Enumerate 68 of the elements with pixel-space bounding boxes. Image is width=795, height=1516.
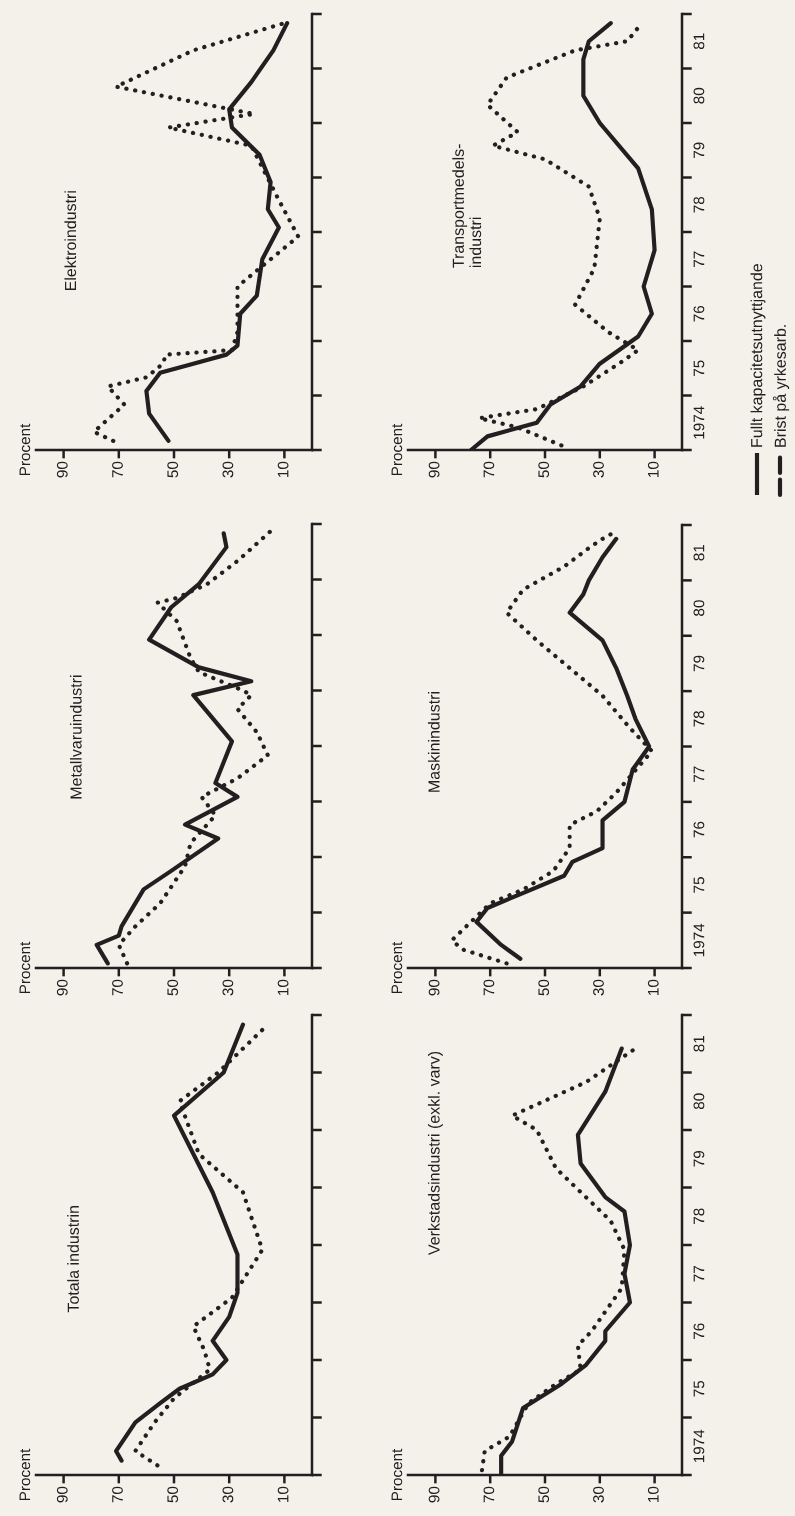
y-axis-title: Procent — [19, 423, 31, 476]
x-tick-label: 90 — [56, 461, 68, 478]
y-tick-label: 77 — [693, 1266, 705, 1282]
y-tick-label: 76 — [693, 821, 705, 838]
y-tick-label: 1974 — [693, 1429, 705, 1463]
x-tick-label: 10 — [277, 461, 289, 477]
y-tick-label: 78 — [693, 196, 705, 213]
y-tick-label: 1974 — [693, 923, 705, 957]
x-tick-label: 70 — [112, 979, 123, 996]
y-tick-label: 81 — [693, 544, 705, 561]
y-axis-title: Procent — [19, 941, 31, 994]
x-tick-label: 90 — [428, 1486, 440, 1503]
x-tick-label: 50 — [167, 1486, 179, 1503]
y-tick-label: 81 — [693, 1036, 705, 1052]
text: Fullt kapacitetsutnyttjande — [750, 264, 766, 447]
y-tick-label: 79 — [693, 655, 705, 672]
x-tick-label: 30 — [222, 461, 234, 478]
x-tick-label: 70 — [483, 1486, 495, 1503]
y-tick-label: 76 — [693, 1323, 705, 1339]
y-tick-label: 75 — [693, 360, 705, 376]
text: Elektroindustri — [64, 191, 77, 291]
x-tick-label: 70 — [112, 1486, 123, 1503]
y-tick-label: 75 — [693, 1380, 705, 1397]
text: Brist på yrkesarb. — [772, 325, 790, 447]
y-tick-label: 77 — [693, 251, 705, 267]
y-tick-label: 1974 — [693, 406, 705, 439]
x-tick-label: 50 — [538, 979, 550, 996]
y-axis-title: Procent — [19, 1448, 31, 1501]
y-tick-label: 79 — [693, 142, 705, 158]
x-tick-label: 90 — [428, 461, 440, 478]
x-tick-label: 90 — [56, 979, 68, 996]
y-tick-label: 78 — [693, 1208, 705, 1224]
x-tick-label: 70 — [112, 461, 123, 478]
x-tick-label: 50 — [538, 1486, 550, 1503]
y-tick-label: 80 — [693, 1093, 705, 1110]
y-tick-label: 81 — [693, 33, 705, 50]
x-tick-label: 30 — [222, 979, 234, 996]
y-tick-label: 79 — [693, 1150, 705, 1167]
y-tick-label: 77 — [693, 766, 705, 782]
x-tick-label: 90 — [428, 979, 440, 996]
y-tick-label: 80 — [693, 87, 705, 104]
x-tick-label: 30 — [593, 979, 604, 996]
x-tick-label: 70 — [483, 461, 495, 478]
x-tick-label: 50 — [538, 461, 550, 478]
x-tick-label: 30 — [593, 1486, 604, 1503]
x-tick-label: 10 — [277, 1486, 289, 1502]
x-tick-label: 10 — [647, 461, 659, 477]
text: Metallvaruindustri — [69, 675, 82, 799]
x-tick-label: 10 — [647, 1486, 659, 1502]
x-tick-label: 30 — [222, 1486, 234, 1503]
y-tick-label: 75 — [693, 877, 705, 893]
y-tick-label: 76 — [693, 305, 705, 322]
x-tick-label: 50 — [167, 461, 179, 478]
text: Totala industrin — [67, 1206, 79, 1313]
text: Transportmedels- industri — [452, 144, 482, 268]
x-tick-label: 70 — [483, 979, 495, 996]
x-tick-label: 50 — [167, 979, 179, 996]
text: Verkstadsindustri (exkl. varv) — [427, 1051, 443, 1255]
x-tick-label: 10 — [277, 979, 289, 995]
text: Maskinindustri — [427, 692, 440, 792]
y-tick-label: 78 — [693, 710, 705, 727]
y-axis-title: Procent — [391, 423, 403, 476]
y-axis-title: Procent — [391, 1448, 403, 1501]
x-tick-label: 90 — [56, 1486, 68, 1503]
y-tick-label: 80 — [693, 600, 705, 616]
x-tick-label: 30 — [593, 461, 604, 478]
x-tick-label: 10 — [647, 979, 659, 995]
y-axis-title: Procent — [391, 941, 403, 994]
